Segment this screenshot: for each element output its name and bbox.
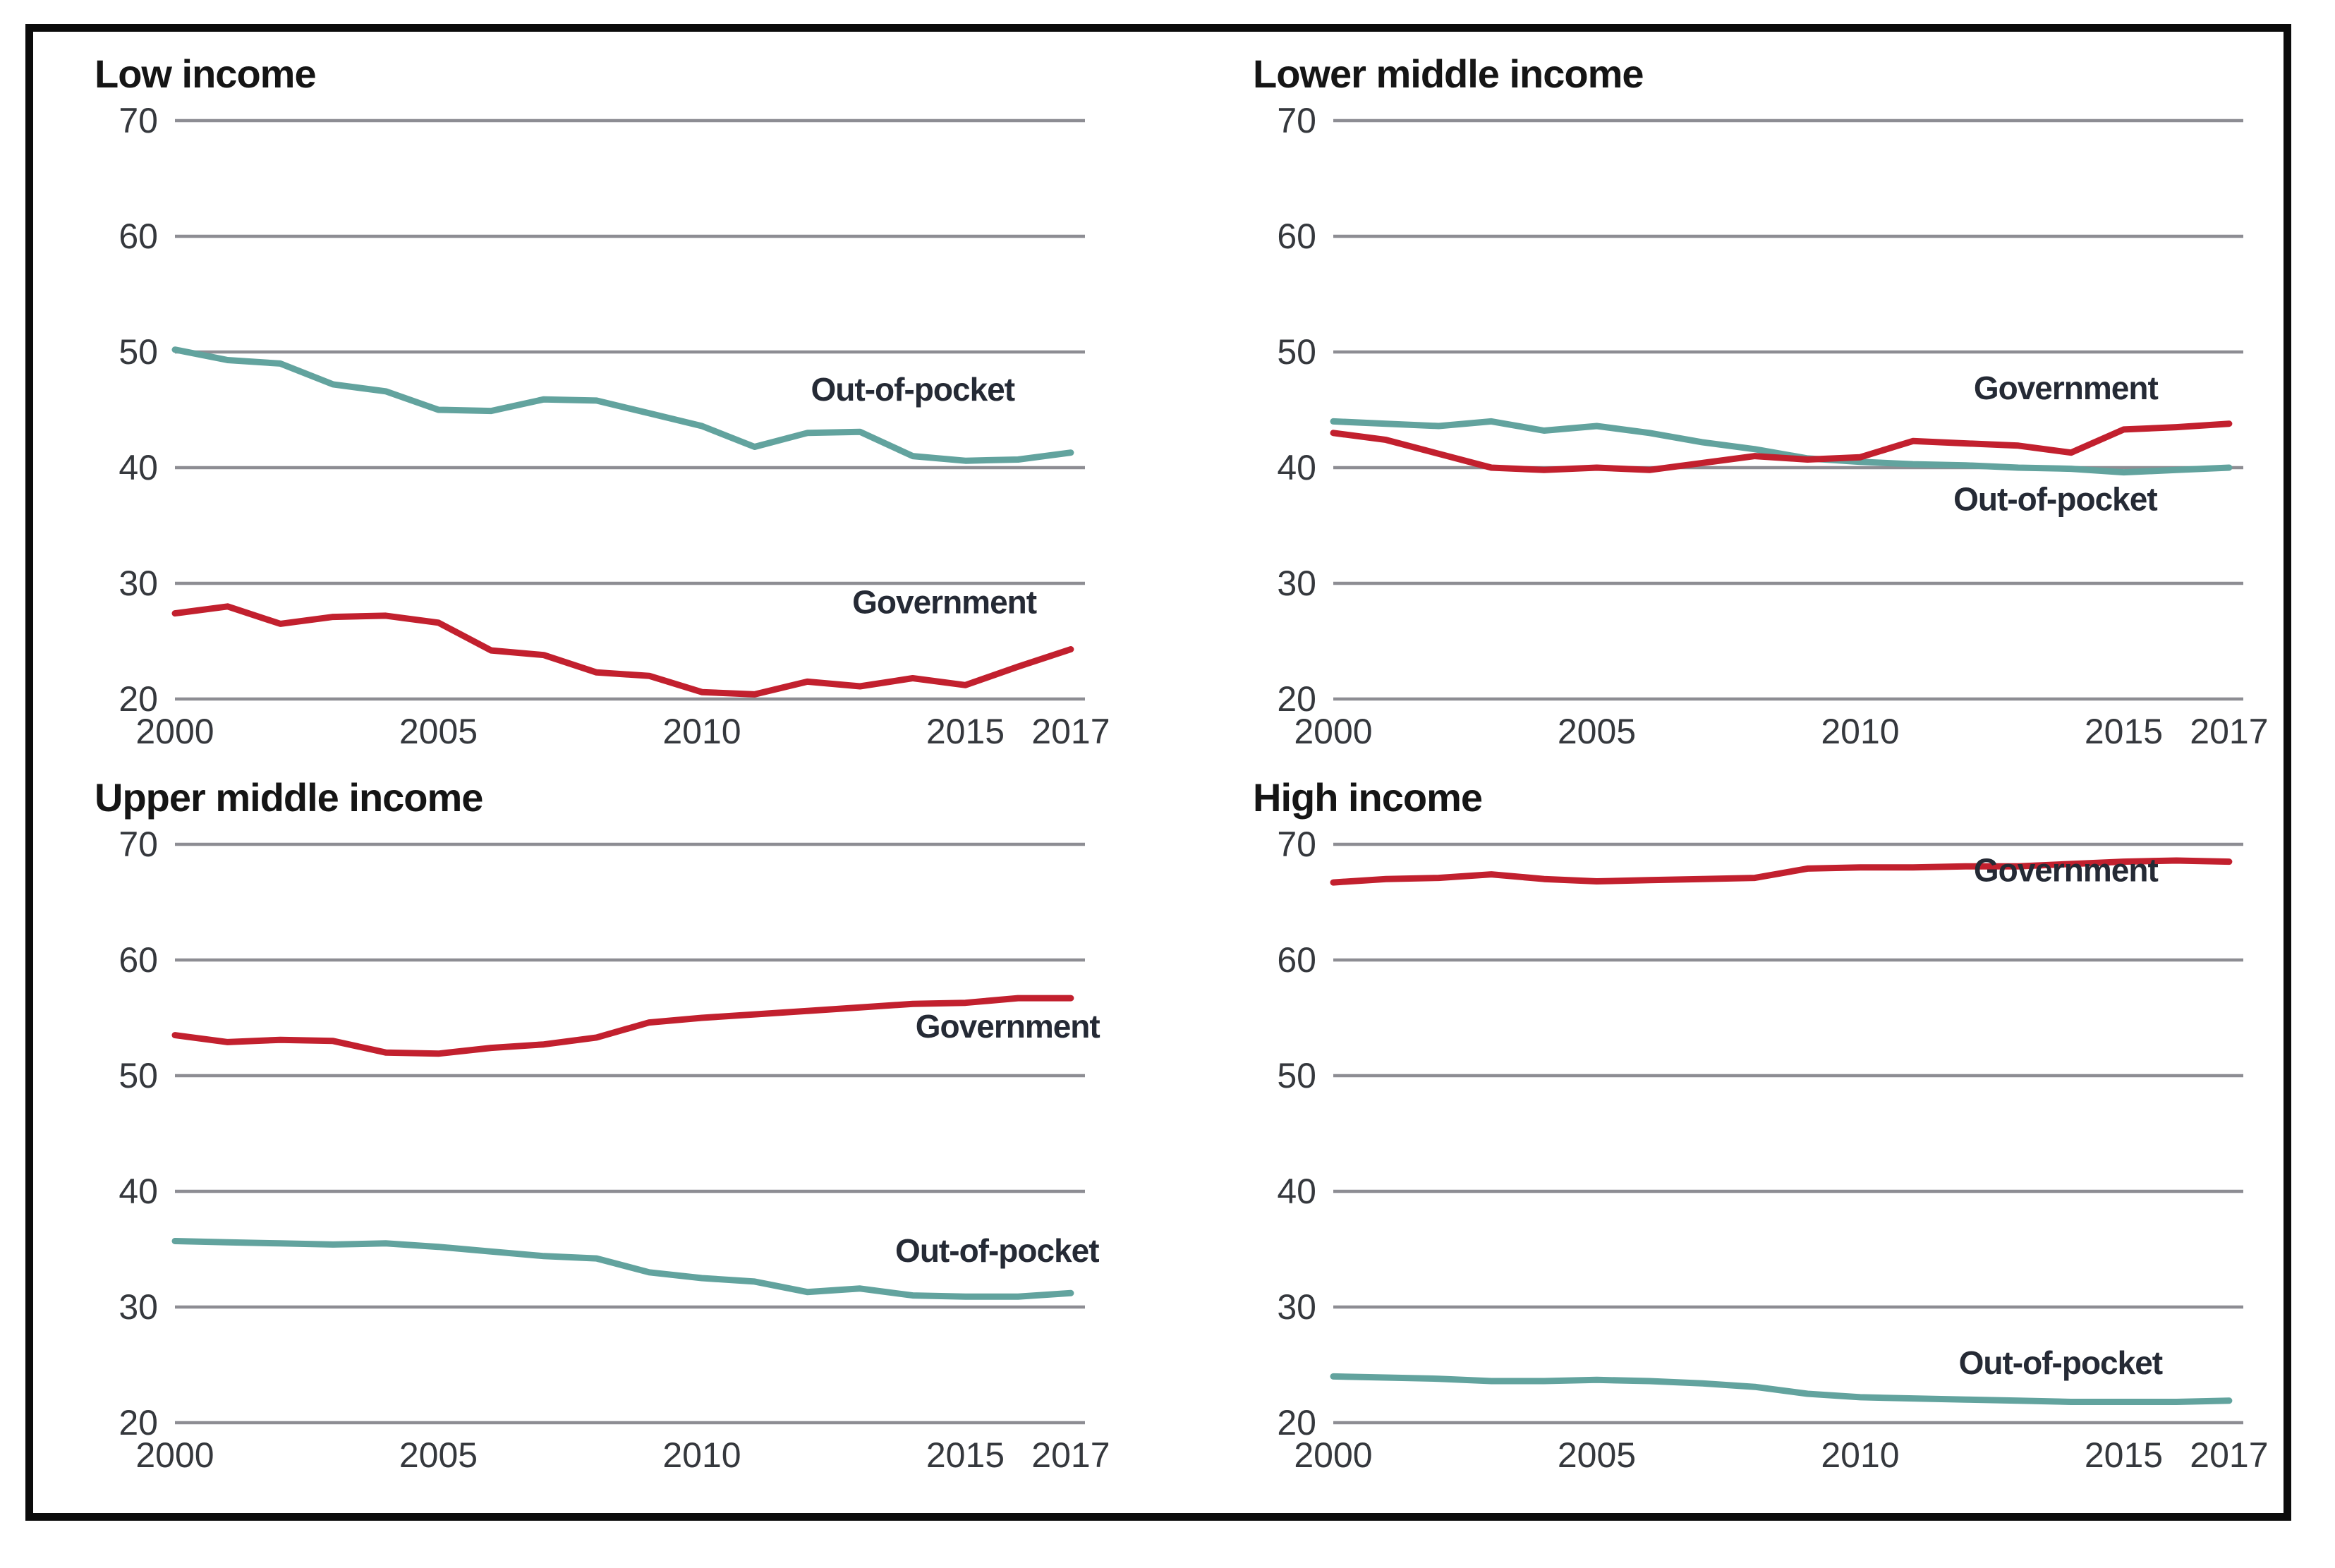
- y-tick-label-30: 30: [119, 564, 158, 603]
- x-tick-label-2010: 2010: [662, 712, 741, 751]
- x-tick-label-2017: 2017: [2190, 1435, 2268, 1475]
- y-tick-label-20: 20: [119, 679, 158, 719]
- series-line-government: [1330, 857, 2233, 886]
- series-line-out-of-pocket: [1330, 1373, 2233, 1405]
- x-tick-label-2000: 2000: [135, 712, 214, 751]
- series-label-government: Government: [852, 584, 1037, 621]
- y-tick-label-70: 70: [1277, 101, 1316, 140]
- x-tick-label-2000: 2000: [1294, 712, 1372, 751]
- y-tick-label-60: 60: [1277, 940, 1316, 980]
- y-tick-label-50: 50: [119, 1056, 158, 1095]
- panel-high-income: High income 70 60 50 40 30 20 2000 2005 2010 2015 2…: [1227, 770, 2286, 1518]
- x-tick-label-2000: 2000: [1294, 1435, 1372, 1475]
- chart-title: Upper middle income: [95, 775, 483, 820]
- series-line-government: [1330, 420, 2233, 473]
- x-tick-label-2005: 2005: [1558, 1435, 1636, 1475]
- series-line-out-of-pocket: [171, 1238, 1074, 1300]
- y-tick-label-30: 30: [1277, 1287, 1316, 1327]
- series-label-government: Government: [1974, 370, 2159, 406]
- y-tick-label-60: 60: [119, 940, 158, 980]
- y-tick-label-40: 40: [1277, 448, 1316, 487]
- y-tick-label-50: 50: [1277, 332, 1316, 372]
- y-tick-label-70: 70: [119, 101, 158, 140]
- series-line-out-of-pocket: [1330, 418, 2233, 476]
- x-tick-label-2000: 2000: [135, 1435, 214, 1475]
- y-tick-label-60: 60: [1277, 217, 1316, 256]
- chart-title: Low income: [95, 51, 316, 96]
- y-tick-label-20: 20: [119, 1403, 158, 1442]
- series-line-out-of-pocket: [171, 346, 1074, 464]
- panel-lower-middle-income: Lower middle income 70 60 50 40 30 20 2000 2005 2…: [1227, 47, 2286, 794]
- x-tick-label-2017: 2017: [1031, 712, 1110, 751]
- series-line-government: [171, 603, 1074, 698]
- y-tick-label-50: 50: [119, 332, 158, 372]
- series-line-government: [171, 995, 1074, 1057]
- series-label-government: Government: [916, 1008, 1100, 1045]
- panel-upper-middle-income: Upper middle income 70 60 50 40 30 20 2000 2005 2…: [69, 770, 1127, 1518]
- y-tick-label-70: 70: [1277, 825, 1316, 864]
- series-label-out-of-pocket: Out-of-pocket: [1953, 481, 2157, 518]
- y-tick-label-30: 30: [119, 1287, 158, 1327]
- y-tick-label-60: 60: [119, 217, 158, 256]
- x-tick-label-2017: 2017: [1031, 1435, 1110, 1475]
- x-tick-label-2005: 2005: [399, 1435, 478, 1475]
- x-tick-label-2015: 2015: [926, 712, 1005, 751]
- y-tick-label-40: 40: [119, 1172, 158, 1211]
- chart-title: High income: [1253, 775, 1482, 820]
- y-tick-label-40: 40: [1277, 1172, 1316, 1211]
- y-tick-label-20: 20: [1277, 1403, 1316, 1442]
- chart-title: Lower middle income: [1253, 51, 1644, 96]
- x-tick-label-2017: 2017: [2190, 712, 2268, 751]
- y-tick-label-20: 20: [1277, 679, 1316, 719]
- series-label-government: Government: [1974, 851, 2159, 888]
- x-tick-label-2015: 2015: [926, 1435, 1005, 1475]
- x-tick-label-2005: 2005: [399, 712, 478, 751]
- series-label-out-of-pocket: Out-of-pocket: [1959, 1344, 2163, 1381]
- x-tick-label-2010: 2010: [1821, 712, 1899, 751]
- x-tick-label-2015: 2015: [2085, 1435, 2163, 1475]
- y-tick-label-50: 50: [1277, 1056, 1316, 1095]
- x-tick-label-2010: 2010: [662, 1435, 741, 1475]
- panel-low-income: Low income 70 60 50 40 30 20 2000 2005 2010 2015 20…: [69, 47, 1127, 794]
- figure-border: [25, 24, 2291, 1521]
- y-tick-label-30: 30: [1277, 564, 1316, 603]
- series-label-out-of-pocket: Out-of-pocket: [895, 1232, 1099, 1269]
- x-tick-label-2005: 2005: [1558, 712, 1636, 751]
- y-tick-label-40: 40: [119, 448, 158, 487]
- x-tick-label-2010: 2010: [1821, 1435, 1899, 1475]
- series-label-out-of-pocket: Out-of-pocket: [811, 371, 1015, 408]
- x-tick-label-2015: 2015: [2085, 712, 2163, 751]
- y-tick-label-70: 70: [119, 825, 158, 864]
